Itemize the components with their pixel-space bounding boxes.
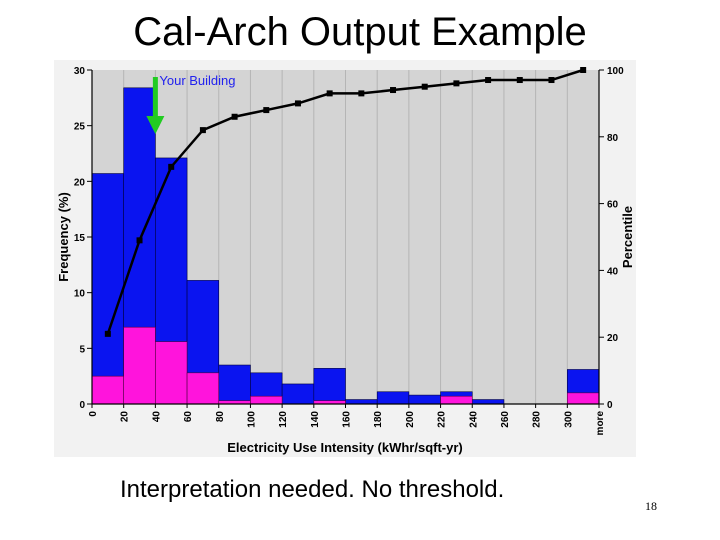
bar-total: [91, 173, 124, 405]
bar-total: [281, 383, 315, 405]
bar-total: [471, 399, 505, 405]
percentile-point: [580, 67, 587, 73]
y2-tick-label: 100: [607, 66, 624, 77]
bar-total: [218, 364, 251, 405]
y2-tick-label: 20: [607, 333, 619, 344]
y-axis-label: Frequency (%): [56, 192, 71, 282]
annotation: Your Building: [146, 73, 236, 134]
y-tick-label: 10: [74, 289, 86, 300]
x-tick-label: 60: [183, 411, 194, 423]
grid-lines: [123, 70, 568, 404]
bar-sub: [91, 375, 124, 405]
y-tick-label: 15: [74, 233, 86, 244]
percentile-point: [485, 77, 492, 84]
bar-total: [408, 394, 441, 405]
percentile-point: [516, 77, 523, 84]
chart-container: 0 5 10 15 20 25 30 0 20 40 60 80 100 0 20 40 60 80 100 120 1…: [54, 60, 636, 457]
slide-caption: Interpretation needed. No threshold.: [120, 476, 505, 503]
bar-sub: [186, 372, 220, 405]
percentile-point: [390, 87, 397, 94]
x-tick-label: 160: [342, 411, 353, 428]
percentile-line: [104, 67, 587, 337]
x-tick-label: 280: [532, 411, 543, 428]
percentile-point: [548, 77, 555, 84]
percentile-point: [231, 113, 238, 120]
x-axis-label: Electricity Use Intensity (kWhr/sqft-yr): [227, 440, 463, 455]
bar-sub: [250, 395, 283, 405]
x-tick-label: more: [595, 411, 606, 436]
y2-axis-label: Percentile: [620, 206, 635, 268]
y-tick-label: 25: [74, 122, 86, 133]
percentile-point: [104, 330, 111, 337]
x-tick-label: 300: [563, 411, 574, 428]
bar-total: [345, 399, 378, 405]
bar-sub: [123, 326, 156, 405]
x-tick-label: 140: [310, 411, 321, 428]
y2-tick-label: 60: [607, 200, 619, 211]
y-tick-label: 30: [74, 66, 86, 77]
percentile-point: [358, 90, 365, 97]
x-tick-label: 200: [405, 411, 416, 428]
bar-sub: [440, 395, 473, 405]
y-tick-label: 20: [74, 177, 86, 188]
y-tick-label: 0: [79, 400, 85, 411]
page-number: 18: [645, 499, 657, 513]
percentile-line-path: [106, 68, 584, 335]
x-tick-label: 120: [278, 411, 289, 428]
sub-bars: [91, 326, 600, 405]
bar-total: [376, 391, 410, 405]
x-tick-label: 80: [215, 411, 226, 423]
bar-sub: [567, 392, 600, 405]
x-tick-label: 40: [151, 411, 162, 423]
percentile-point: [263, 107, 270, 114]
annotation-label: Your Building: [159, 73, 235, 88]
annotation-arrow-head: [146, 116, 165, 134]
y2-tick-label: 40: [607, 266, 619, 277]
x-tick-label: 100: [246, 411, 257, 428]
x-tick-label: 260: [500, 411, 511, 428]
y2-tick-label: 80: [607, 133, 619, 144]
slide-title: Cal-Arch Output Example: [133, 10, 587, 54]
x-tick-label: 220: [437, 411, 448, 428]
bar-sub: [155, 341, 188, 405]
x-tick-label: 20: [120, 411, 131, 423]
percentile-point: [136, 237, 143, 244]
percentile-point: [199, 127, 206, 134]
percentile-point: [453, 80, 460, 87]
percentile-point: [294, 100, 301, 107]
bar-total: [313, 368, 346, 405]
x-tick-label: 240: [468, 411, 479, 428]
percentile-point: [421, 83, 428, 90]
percentile-point: [168, 163, 175, 170]
x-tick-label: 0: [88, 411, 99, 417]
y-tick-label: 5: [79, 344, 85, 355]
y2-tick-label: 0: [607, 400, 613, 411]
percentile-point: [326, 90, 333, 97]
x-tick-label: 180: [373, 411, 384, 428]
